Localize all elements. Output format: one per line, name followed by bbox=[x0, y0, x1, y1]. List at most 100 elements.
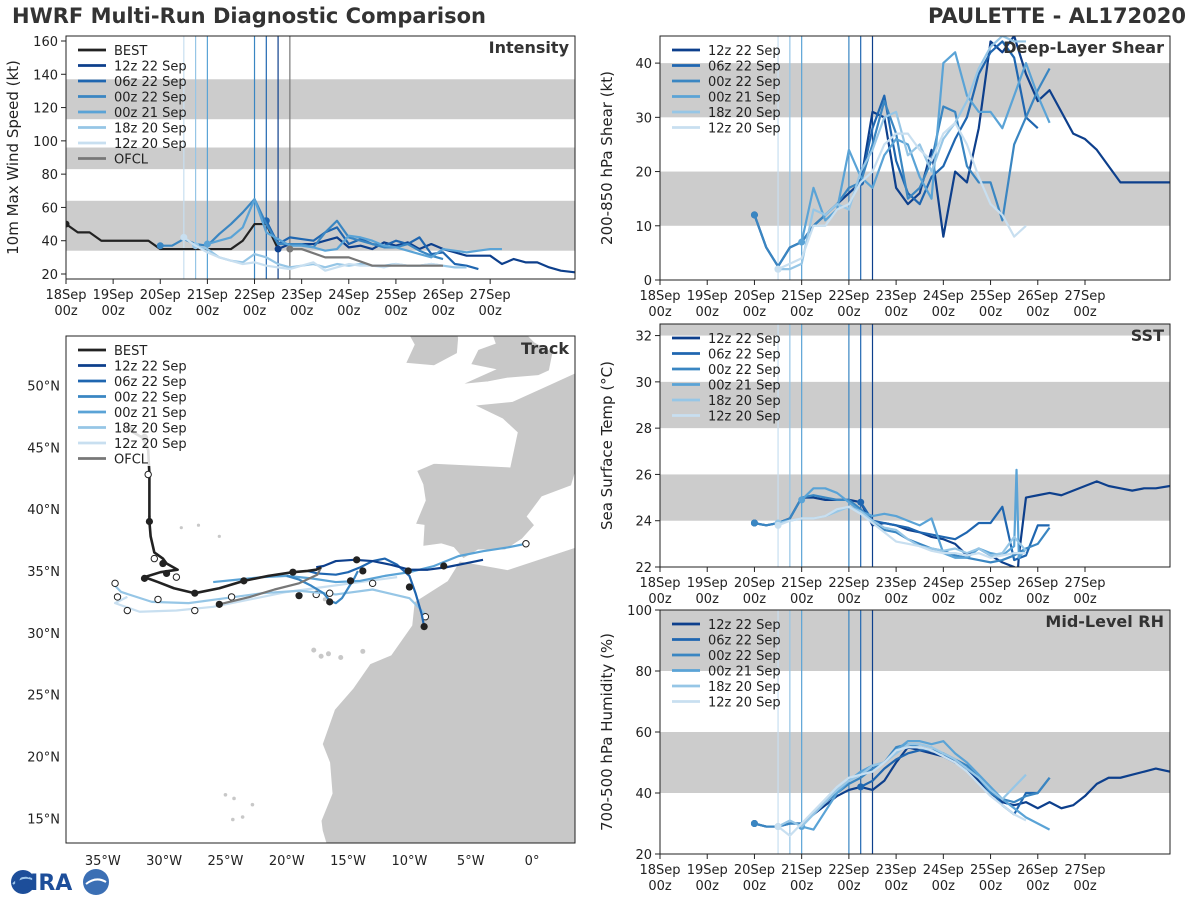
track-marker bbox=[144, 470, 152, 479]
island bbox=[232, 796, 236, 801]
x-tick-label: 22Sep bbox=[828, 863, 869, 878]
y-tick-label: 40 bbox=[635, 57, 652, 72]
lon-label: 25°W bbox=[207, 854, 243, 869]
series-start-point bbox=[857, 498, 865, 506]
x-tick-label: 00z bbox=[696, 592, 720, 607]
series-start-point bbox=[203, 240, 211, 248]
storm-name: PAULETTE - AL172020 bbox=[928, 4, 1186, 28]
legend-label: 00z 21 Sep bbox=[708, 91, 781, 106]
y-tick-label: 100 bbox=[33, 135, 58, 150]
series-line bbox=[777, 505, 1026, 559]
x-tick-label: 27Sep bbox=[1064, 289, 1105, 304]
x-tick-label: 00z bbox=[1026, 305, 1050, 320]
x-tick-label: 20Sep bbox=[734, 576, 775, 591]
legend-label: 12z 22 Sep bbox=[114, 360, 187, 375]
series-line bbox=[859, 40, 1039, 206]
x-tick-label: 18Sep bbox=[45, 288, 86, 303]
x-tick-label: 00z bbox=[196, 304, 220, 319]
legend-label: 00z 21 Sep bbox=[708, 379, 781, 394]
threshold-band bbox=[660, 474, 1170, 521]
x-tick-label: 00z bbox=[837, 592, 861, 607]
legend-label: 12z 20 Sep bbox=[708, 696, 781, 711]
legend-label: 00z 22 Sep bbox=[708, 363, 781, 378]
y-tick-label: 22 bbox=[635, 561, 652, 576]
x-tick-label: 00z bbox=[149, 304, 173, 319]
x-tick-label: 00z bbox=[932, 592, 956, 607]
x-tick-label: 00z bbox=[932, 305, 956, 320]
track-marker bbox=[326, 598, 334, 606]
y-tick-label: 30 bbox=[635, 111, 652, 126]
series-line bbox=[800, 51, 1051, 243]
x-tick-label: 00z bbox=[979, 592, 1003, 607]
series-line bbox=[777, 121, 1027, 271]
track-marker bbox=[227, 593, 236, 601]
x-tick-label: 20Sep bbox=[140, 288, 181, 303]
x-tick-label: 18Sep bbox=[639, 576, 680, 591]
island bbox=[325, 651, 331, 657]
island bbox=[318, 653, 324, 659]
island bbox=[223, 792, 228, 797]
x-tick-label: 00z bbox=[884, 592, 908, 607]
legend-label: 00z 21 Sep bbox=[708, 665, 781, 680]
panel-rh: 2040608010018Sep00z19Sep00z20Sep00z21Sep… bbox=[598, 604, 1171, 894]
x-tick-label: 24Sep bbox=[923, 289, 964, 304]
legend-backdrop bbox=[72, 340, 200, 466]
track-marker bbox=[353, 556, 361, 564]
track-marker bbox=[359, 567, 367, 575]
track-marker bbox=[123, 606, 132, 615]
x-tick-label: 26Sep bbox=[1017, 576, 1058, 591]
x-tick-label: 00z bbox=[790, 879, 814, 894]
x-tick-label: 00z bbox=[837, 879, 861, 894]
track-marker bbox=[150, 554, 159, 563]
lat-label: 50°N bbox=[27, 379, 60, 394]
series-line bbox=[800, 468, 1027, 559]
x-tick-label: 22Sep bbox=[828, 289, 869, 304]
lat-label: 35°N bbox=[27, 565, 60, 580]
track-line bbox=[316, 558, 484, 571]
lat-label: 20°N bbox=[27, 750, 60, 765]
series-start-point bbox=[774, 823, 782, 831]
island bbox=[231, 817, 235, 822]
logo-seal-icon bbox=[83, 869, 109, 895]
series-start-point bbox=[286, 245, 294, 253]
legend-label: 12z 20 Sep bbox=[114, 437, 187, 452]
lon-label: 10°W bbox=[391, 854, 427, 869]
x-tick-label: 26Sep bbox=[1017, 289, 1058, 304]
lon-label: 35°W bbox=[85, 854, 121, 869]
logo-swoosh-icon bbox=[12, 876, 35, 885]
series-line bbox=[859, 501, 1050, 562]
x-tick-label: 19Sep bbox=[687, 576, 728, 591]
series-start-point bbox=[774, 265, 782, 273]
x-tick-label: 21Sep bbox=[781, 576, 822, 591]
x-tick-label: 21Sep bbox=[781, 289, 822, 304]
series-line bbox=[207, 198, 502, 259]
track-marker bbox=[111, 579, 119, 588]
x-tick-label: 20Sep bbox=[734, 289, 775, 304]
series-line bbox=[183, 236, 444, 272]
x-tick-label: 24Sep bbox=[923, 576, 964, 591]
x-tick-label: 00z bbox=[431, 304, 455, 319]
island bbox=[179, 526, 183, 530]
legend-label: 00z 22 Sep bbox=[708, 75, 781, 90]
cira-logo: CIRA bbox=[11, 869, 109, 896]
island bbox=[240, 815, 245, 819]
x-tick-label: 00z bbox=[884, 879, 908, 894]
lat-label: 45°N bbox=[27, 441, 60, 456]
plot-area bbox=[660, 36, 1170, 280]
y-tick-label: 80 bbox=[635, 665, 652, 680]
y-tick-label: 120 bbox=[33, 102, 58, 117]
x-tick-label: 00z bbox=[243, 304, 267, 319]
legend-label: 06z 22 Sep bbox=[708, 60, 781, 75]
x-tick-label: 27Sep bbox=[1064, 863, 1105, 878]
x-tick-label: 00z bbox=[790, 305, 814, 320]
y-tick-label: 10 bbox=[635, 220, 652, 235]
logo-wave-icon bbox=[85, 878, 107, 885]
series-line bbox=[289, 247, 444, 267]
iberia-landmass bbox=[414, 372, 575, 560]
x-tick-label: 21Sep bbox=[187, 288, 228, 303]
x-tick-label: 00z bbox=[101, 304, 125, 319]
x-tick-label: 00z bbox=[478, 304, 502, 319]
plot-frame bbox=[65, 35, 576, 280]
track-marker bbox=[140, 574, 149, 582]
lat-label: 30°N bbox=[27, 627, 60, 642]
